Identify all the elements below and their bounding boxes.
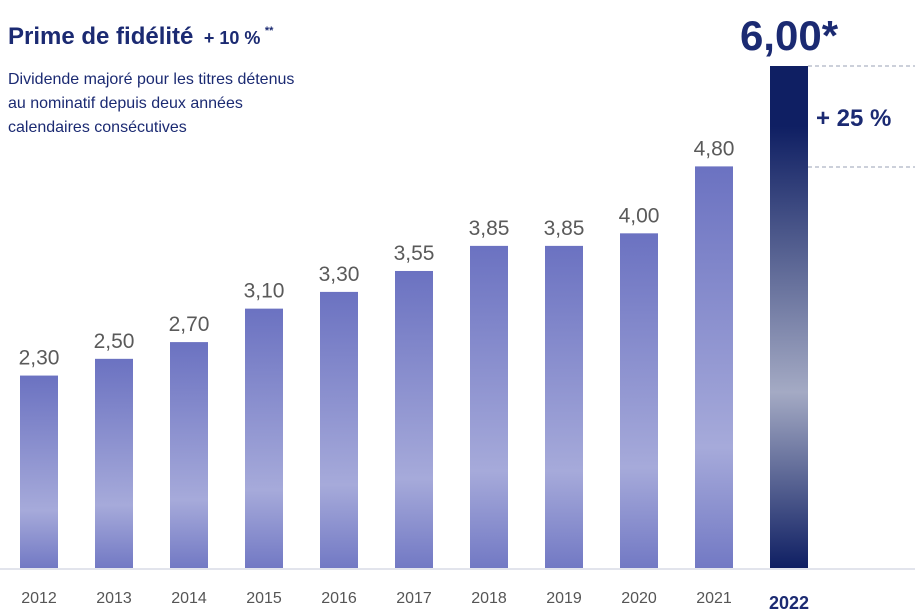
bar <box>770 66 808 568</box>
value-label: 2,30 <box>19 347 60 370</box>
chart-title: Prime de fidélité <box>8 23 193 50</box>
x-tick-label: 2014 <box>171 590 207 607</box>
x-tick-label: 2013 <box>96 590 132 607</box>
x-tick-label: 2015 <box>246 590 282 607</box>
x-tick-label: 2022 <box>769 593 809 613</box>
value-label: 3,55 <box>394 242 435 265</box>
chart-title-group: Prime de fidélité + 10 % ** <box>8 23 274 50</box>
x-tick-label: 2021 <box>696 590 732 607</box>
title-bonus: + 10 % <box>204 28 261 48</box>
bar <box>545 245 583 568</box>
x-tick-label: 2012 <box>21 590 57 607</box>
value-label: 2,50 <box>94 330 135 353</box>
value-label: 3,85 <box>469 217 510 240</box>
subtitle-line: au nominatif depuis deux années <box>8 95 243 112</box>
x-tick-label: 2020 <box>621 590 657 607</box>
bar <box>395 270 433 568</box>
increase-annotation: + 25 % <box>816 105 891 132</box>
subtitle-line: calendaires consécutives <box>8 119 187 136</box>
bar <box>245 308 283 568</box>
value-label: 4,00 <box>619 204 660 227</box>
x-tick-label: 2017 <box>396 590 432 607</box>
x-tick-label: 2016 <box>321 590 357 607</box>
bar <box>620 233 658 569</box>
value-label: 4,80 <box>694 137 735 160</box>
value-label: 3,30 <box>319 263 360 286</box>
bar <box>170 342 208 568</box>
value-label: 3,85 <box>544 217 585 240</box>
value-label: 6,00* <box>740 12 839 59</box>
bar <box>320 291 358 568</box>
x-tick-label: 2019 <box>546 590 582 607</box>
value-label: 3,10 <box>244 280 285 303</box>
value-label: 2,70 <box>169 313 210 336</box>
title-bonus-mark: ** <box>265 25 274 37</box>
bar <box>695 166 733 568</box>
subtitle-line: Dividende majoré pour les titres détenus <box>8 71 294 88</box>
bar <box>95 358 133 568</box>
bar <box>20 375 58 568</box>
bar <box>470 245 508 568</box>
x-tick-label: 2018 <box>471 590 507 607</box>
